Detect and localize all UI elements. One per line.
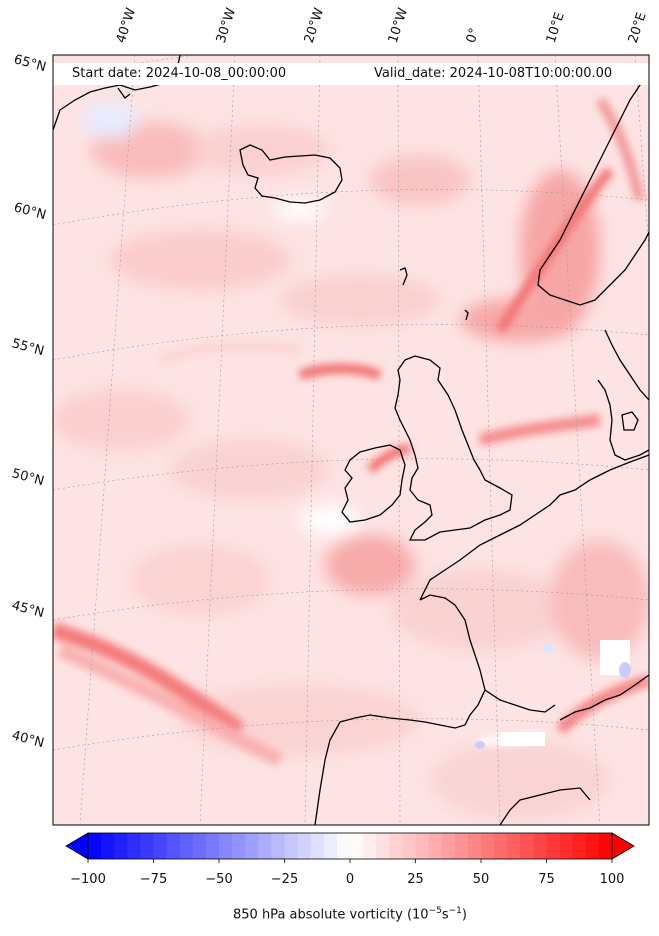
colorbar-segment [297, 833, 312, 859]
colorbar-segment [271, 833, 285, 859]
colorbar-segment [153, 833, 168, 859]
colorbar-segment [245, 833, 259, 859]
colorbar-segment [520, 833, 534, 859]
colorbar-min-extend [65, 832, 89, 860]
colorbar-tick-label: −50 [205, 872, 233, 887]
colorbar-segment [323, 833, 338, 859]
colorbar-segment [127, 833, 141, 859]
colorbar-segment [454, 833, 469, 859]
colorbar-segment [219, 833, 233, 859]
colorbar-segment [533, 833, 547, 859]
colorbar-segment [88, 833, 102, 859]
graticule [53, 55, 649, 825]
colorbar-segment [559, 833, 574, 859]
colorbar-label: 850 hPa absolute vorticity (10−5s−1) [0, 906, 659, 922]
colorbar-label-text: 850 hPa absolute vorticity (10 [233, 907, 429, 923]
colorbar-tick-label: 0 [345, 872, 355, 887]
colorbar-tick-label: −75 [139, 872, 168, 887]
colorbar-segment [140, 833, 154, 859]
coastlines [53, 55, 649, 825]
colorbar-segment [192, 833, 207, 859]
colorbar-label-exp1: −5 [428, 906, 442, 916]
colorbar-segment [179, 833, 194, 859]
colorbar-segment [402, 833, 416, 859]
colorbar-segment [101, 833, 115, 859]
valid-date-label: Valid_date: 2024-10-08T10:00:00.00 [374, 66, 613, 81]
colorbar-tick-label: −100 [70, 872, 106, 887]
colorbar-segment [467, 833, 482, 859]
colorbar-segment [350, 833, 364, 859]
colorbar-label-close: ) [461, 907, 467, 923]
colorbar-segment [114, 833, 128, 859]
colorbar-segment [232, 833, 246, 859]
colorbar-segment [494, 833, 508, 859]
colorbar-segment [205, 833, 220, 859]
colorbar-segment [310, 833, 325, 859]
colorbar-segment [585, 833, 600, 859]
colorbar-segment [389, 833, 403, 859]
colorbar-segment [284, 833, 299, 859]
colorbar-segment [415, 833, 430, 859]
negative-vorticity-patches [475, 640, 631, 749]
colorbar-tick-label: 50 [472, 872, 490, 887]
colorbar-segment [336, 833, 351, 859]
colorbar-segment [166, 833, 181, 859]
colorbar-tick-label: 75 [538, 872, 555, 887]
colorbar-segment [481, 833, 495, 859]
colorbar-segment [258, 833, 272, 859]
start-date-label: Start date: 2024-10-08_00:00:00 [72, 66, 287, 81]
colorbar-segment [572, 833, 587, 859]
vorticity-streaks [53, 97, 649, 767]
colorbar-tick-label: 100 [599, 872, 625, 887]
colorbar-segment [376, 833, 390, 859]
map-frame [52, 54, 650, 826]
colorbar-segment [441, 833, 456, 859]
colorbar-segment [428, 833, 443, 859]
colorbar-label-unit: s [441, 907, 449, 923]
colorbar-label-exp2: −1 [448, 906, 462, 916]
colorbar-tick-label: 25 [407, 872, 424, 887]
colorbar [65, 832, 635, 863]
colorbar-segment [598, 833, 613, 859]
colorbar-tick-label: −25 [270, 872, 299, 887]
colorbar-max-extend [611, 832, 635, 860]
colorbar-segment [363, 833, 377, 859]
colorbar-segment [546, 833, 561, 859]
colorbar-segment [507, 833, 521, 859]
